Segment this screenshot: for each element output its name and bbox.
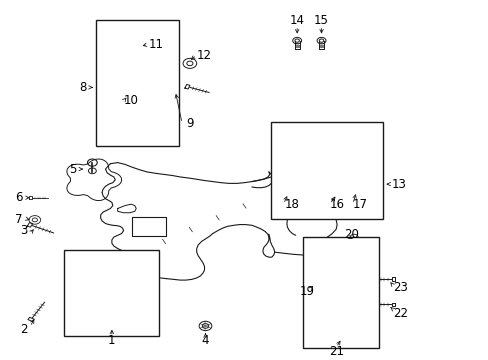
Bar	[303, 237, 378, 348]
Text: 23: 23	[392, 282, 407, 294]
Text: 7: 7	[16, 213, 23, 226]
Text: 14: 14	[289, 14, 304, 27]
Text: 12: 12	[197, 49, 212, 62]
Text: 21: 21	[328, 345, 343, 357]
Text: 8: 8	[79, 81, 86, 94]
Text: 11: 11	[148, 38, 163, 51]
Text: 22: 22	[392, 307, 407, 320]
Text: 2: 2	[20, 323, 28, 336]
Text: 6: 6	[16, 191, 23, 204]
Text: 10: 10	[123, 94, 139, 108]
Text: 19: 19	[299, 285, 314, 298]
Text: 15: 15	[313, 14, 328, 27]
Bar	[271, 122, 383, 219]
Text: 17: 17	[352, 198, 367, 211]
Text: 20: 20	[344, 228, 359, 241]
Text: 13: 13	[391, 177, 406, 190]
Bar	[64, 249, 159, 336]
Bar	[96, 21, 178, 146]
Text: 18: 18	[285, 198, 299, 211]
Text: 5: 5	[69, 163, 77, 176]
Text: 3: 3	[20, 224, 28, 237]
Text: 4: 4	[202, 334, 209, 347]
Text: 16: 16	[329, 198, 344, 211]
Text: 9: 9	[186, 117, 193, 130]
Text: 1: 1	[108, 334, 115, 347]
